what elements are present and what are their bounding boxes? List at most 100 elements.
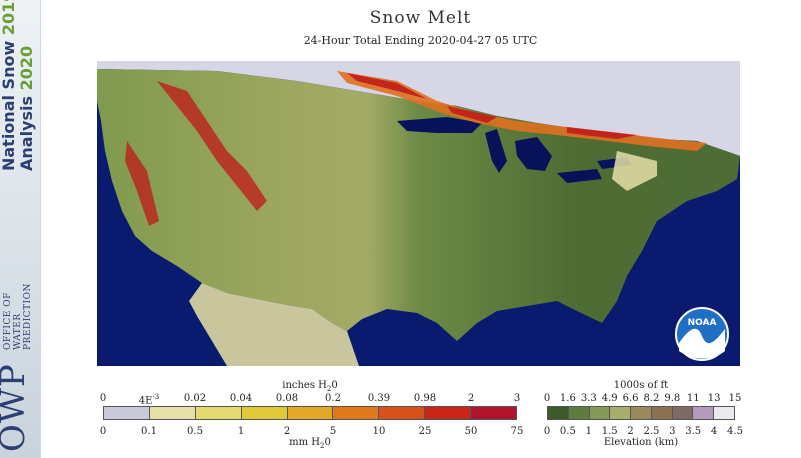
snow-bottom-ticks: 0 0.1 0.5 1 2 5 10 25 50 75 <box>100 426 524 438</box>
elev-top-ticks: 0 1.6 3.3 4.9 6.6 8.2 9.8 11 13 15 <box>544 393 742 405</box>
snow-bottom-tick-text: 0 <box>99 426 107 437</box>
elev-bottom-tick-text: 1.5 <box>601 426 618 437</box>
elev-top-tick-text: 9.8 <box>664 393 681 404</box>
snow-melt-map: NOAA <box>97 61 740 366</box>
snow-top-tick: 0.2 <box>325 393 341 404</box>
elev-bottom-tick: 0 <box>544 426 550 437</box>
elev-swatch <box>693 407 715 419</box>
snow-swatch <box>471 407 517 419</box>
elev-top-tick: 15 <box>729 393 742 404</box>
owp-office-text: OFFICE OF WATER PREDICTION <box>2 270 38 350</box>
elev-bottom-tick-text: 0 <box>543 426 551 437</box>
great-lakes <box>397 117 632 183</box>
elev-top-tick: 13 <box>708 393 721 404</box>
snow-bottom-tick: 2 <box>284 426 290 437</box>
elev-bottom-tick-text: 2 <box>627 426 634 437</box>
snow-swatch <box>104 407 150 419</box>
elev-top-tick-text: 0 <box>543 393 551 404</box>
elev-bottom-tick: 3 <box>669 426 675 437</box>
snow-bottom-tick-text: 75 <box>510 426 524 437</box>
snow-unit-mm: mm H20 <box>289 437 331 450</box>
appalachian-snow <box>612 151 657 191</box>
snow-bottom-tick-text: 1 <box>237 426 245 437</box>
elev-swatch <box>548 407 569 419</box>
elev-bottom-tick-text: 3.5 <box>685 426 702 437</box>
elev-bottom-tick: 4 <box>711 426 717 437</box>
elev-bottom-tick: 0.5 <box>560 426 576 437</box>
snow-bottom-tick-text: 10 <box>372 426 386 437</box>
elev-top-tick-text: 8.2 <box>643 393 660 404</box>
snow-top-tick: 0.02 <box>184 393 206 404</box>
snow-top-tick-text: 0.2 <box>325 393 341 404</box>
elev-top-tick-text: 1.6 <box>559 393 576 404</box>
snow-top-tick: 3 <box>514 393 520 404</box>
snow-top-tick-text: 0 <box>99 393 107 404</box>
elev-top-tick: 8.2 <box>643 393 659 404</box>
snow-bottom-tick: 0.1 <box>141 426 157 437</box>
elev-top-tick-text: 3.3 <box>580 393 597 404</box>
snow-top-tick-text: 0.02 <box>183 393 207 404</box>
owp-line-1: OFFICE OF <box>3 292 13 350</box>
snow-bottom-tick: 1 <box>238 426 244 437</box>
elev-swatch <box>631 407 652 419</box>
elev-bottom-ticks: 0 0.5 1 1.5 2 2.5 3 3.5 4 4.5 <box>544 426 743 438</box>
elev-top-tick-text: 15 <box>728 393 742 404</box>
snow-bottom-tick: 10 <box>373 426 386 437</box>
snow-swatch <box>241 407 288 419</box>
elev-top-tick: 11 <box>687 393 700 404</box>
elev-swatch <box>714 407 735 419</box>
snow-top-tick: 0.04 <box>230 393 252 404</box>
elev-swatch <box>610 407 632 419</box>
rockies-melt <box>125 81 267 226</box>
elev-swatch <box>589 407 611 419</box>
melt-red-band <box>347 73 637 139</box>
noaa-logo-text: NOAA <box>688 318 717 328</box>
page-subtitle: 24-Hour Total Ending 2020-04-27 05 UTC <box>303 34 538 47</box>
elev-bottom-tick: 1.5 <box>602 426 618 437</box>
elev-bottom-tick-text: 2.5 <box>643 426 660 437</box>
elev-color-bar <box>547 406 735 420</box>
snow-bottom-tick: 0.5 <box>187 426 203 437</box>
elev-unit-ft: 1000s of ft <box>613 380 669 391</box>
page-title: Snow Melt <box>369 8 472 28</box>
elev-bottom-tick-text: 1 <box>585 426 592 437</box>
elev-bottom-tick-text: 4.5 <box>727 426 743 437</box>
snow-swatch <box>149 407 196 419</box>
elev-swatch <box>568 407 590 419</box>
elev-swatch <box>651 407 673 419</box>
snow-bottom-tick-text: 25 <box>418 426 432 437</box>
elev-top-tick-text: 11 <box>686 393 700 404</box>
snow-top-tick-text: 2 <box>467 393 475 404</box>
snow-color-bar <box>103 406 517 420</box>
elev-swatch <box>672 407 694 419</box>
snow-bottom-tick: 5 <box>330 426 336 437</box>
elev-bottom-tick: 4.5 <box>727 426 743 437</box>
analysis-label: Analysis 2020 <box>17 45 36 171</box>
elev-top-tick: 0 <box>544 393 550 404</box>
elev-bottom-tick: 2.5 <box>643 426 659 437</box>
snow-top-tick-exponent: -3 <box>152 393 160 401</box>
elev-bottom-tick-text: 4 <box>710 426 718 437</box>
elev-top-tick: 9.8 <box>664 393 680 404</box>
snow-swatch <box>287 407 334 419</box>
snow-top-ticks: 0 4E-3 0.02 0.04 0.08 0.2 0.39 0.98 2 3 <box>100 393 520 406</box>
snow-bottom-tick: 0 <box>100 426 106 437</box>
owp-logo: OWP <box>0 363 33 452</box>
snow-top-tick-text: 0.39 <box>367 393 391 404</box>
canada-snow-area <box>97 61 740 156</box>
snow-top-tick-text: 4E <box>138 395 153 407</box>
national-snow-label: National Snow 2019 <box>0 0 18 171</box>
elev-top-tick: 6.6 <box>623 393 639 404</box>
owp-sidebar-banner: National Snow 2019 Analysis 2020 OFFICE … <box>0 0 41 458</box>
snow-bottom-tick-text: 50 <box>464 426 478 437</box>
snow-bottom-tick-text: 0.1 <box>141 426 157 437</box>
elev-bottom-tick: 2 <box>627 426 633 437</box>
snow-top-tick: 0 <box>100 393 106 404</box>
snow-bottom-tick-text: 5 <box>329 426 337 437</box>
snow-unit-inches: inches H20 <box>282 380 338 393</box>
snow-bottom-tick-text: 2 <box>283 426 291 437</box>
elev-bottom-tick-text: 0.5 <box>559 426 576 437</box>
elev-top-tick: 4.9 <box>602 393 618 404</box>
snow-top-tick: 4E-3 <box>139 393 160 406</box>
